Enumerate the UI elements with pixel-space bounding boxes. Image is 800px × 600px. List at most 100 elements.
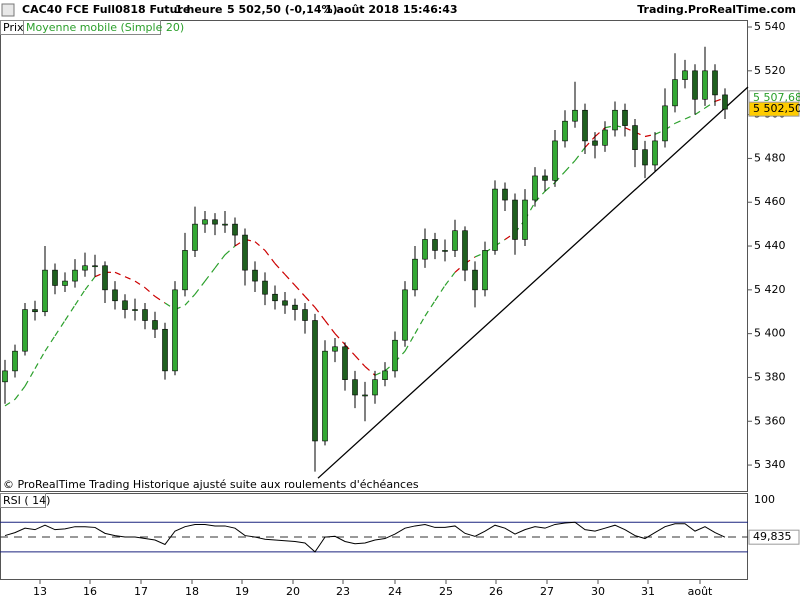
y-tick-label: 5 420 — [754, 283, 786, 296]
moving-average — [564, 160, 576, 172]
candle-body — [412, 258, 418, 291]
candle-body — [722, 94, 728, 110]
candle-body — [512, 199, 518, 240]
moving-average — [134, 280, 146, 289]
candle-body — [562, 120, 568, 142]
moving-average — [14, 385, 26, 400]
candle-body — [192, 223, 198, 251]
candle-body — [142, 309, 148, 321]
moving-average — [424, 300, 436, 317]
candle-body — [402, 289, 408, 341]
y-tick-label: 5 520 — [754, 64, 786, 77]
candle-body — [662, 105, 668, 142]
menu-icon[interactable] — [1, 3, 15, 17]
candle-body — [42, 269, 48, 313]
timeframe: 1 heure — [175, 3, 223, 16]
price-tag-label: 5 507,68 — [753, 91, 800, 104]
candle-body — [572, 109, 578, 122]
candle-body — [82, 265, 88, 271]
legend-box — [0, 493, 46, 508]
y-tick-label: 5 440 — [754, 239, 786, 252]
candle-body — [692, 70, 698, 100]
price-tag-label: 5 502,50 — [753, 102, 800, 115]
x-tick-label: 24 — [388, 585, 402, 598]
moving-average — [54, 320, 66, 337]
candle-body — [152, 320, 158, 330]
candle-body — [242, 234, 248, 271]
candle-body — [342, 346, 348, 380]
price-tag — [748, 101, 800, 117]
candle-body — [502, 188, 508, 201]
moving-average — [4, 398, 16, 407]
moving-average — [554, 171, 566, 183]
rsi-tag — [748, 529, 800, 545]
rsi-line — [4, 521, 726, 553]
candle-body — [432, 239, 438, 251]
moving-average — [544, 182, 556, 192]
moving-average — [534, 190, 546, 203]
x-tick-label: 20 — [286, 585, 300, 598]
x-tick-label: 30 — [591, 585, 605, 598]
candle-body — [22, 309, 28, 352]
moving-average — [434, 285, 446, 302]
x-tick-label: 26 — [489, 585, 503, 598]
candle-body — [62, 280, 68, 286]
candle-body — [112, 289, 118, 302]
candle-body — [222, 223, 228, 226]
moving-average — [84, 276, 96, 291]
moving-average — [264, 250, 276, 264]
candle-body — [162, 328, 168, 372]
moving-average — [574, 147, 586, 161]
moving-average — [144, 287, 156, 297]
candle-body — [482, 250, 488, 291]
moving-average — [404, 333, 416, 352]
candle-body — [382, 370, 388, 380]
y-tick-label: 5 460 — [754, 195, 786, 208]
candle-body — [682, 70, 688, 80]
candle-body — [472, 269, 478, 291]
x-tick-label: 23 — [336, 585, 350, 598]
candle-body — [132, 309, 138, 311]
y-tick-label: 5 340 — [754, 458, 786, 471]
y-tick-label: 5 400 — [754, 327, 786, 340]
candle-body — [672, 79, 678, 107]
moving-average — [114, 271, 126, 278]
y-tick-label: 100 — [754, 493, 775, 506]
x-tick-label: 25 — [439, 585, 453, 598]
candle-body — [632, 125, 638, 150]
moving-average — [624, 127, 636, 133]
candle-body — [652, 140, 658, 166]
site: Trading.ProRealTime.com — [637, 3, 796, 16]
moving-average — [444, 271, 456, 286]
candle-body — [552, 140, 558, 181]
instrument: CAC40 FCE Full0818 Future — [22, 3, 190, 16]
candle-body — [522, 199, 528, 240]
moving-average — [124, 276, 136, 282]
candle-body — [492, 188, 498, 251]
moving-average — [24, 368, 36, 387]
candle-body — [292, 304, 298, 310]
candle-body — [12, 350, 18, 372]
candle-body — [232, 223, 238, 236]
moving-average — [344, 344, 356, 356]
candle-body — [442, 250, 448, 252]
candle-body — [252, 269, 258, 282]
moving-average — [374, 370, 386, 376]
rsi-tag-label: 49,835 — [753, 530, 792, 543]
candle-body — [622, 109, 628, 126]
y-tick-label: 5 380 — [754, 370, 786, 383]
moving-average — [304, 296, 316, 308]
moving-average — [674, 118, 686, 124]
moving-average — [184, 293, 196, 306]
y-tick-label: 5 540 — [754, 20, 786, 33]
candle-body — [352, 379, 358, 396]
candle-body — [272, 293, 278, 302]
candle-body — [2, 370, 8, 383]
moving-average — [164, 302, 176, 311]
moving-average — [364, 366, 376, 376]
candle-body — [422, 239, 428, 260]
candle-body — [312, 320, 318, 442]
candle-body — [302, 309, 308, 321]
